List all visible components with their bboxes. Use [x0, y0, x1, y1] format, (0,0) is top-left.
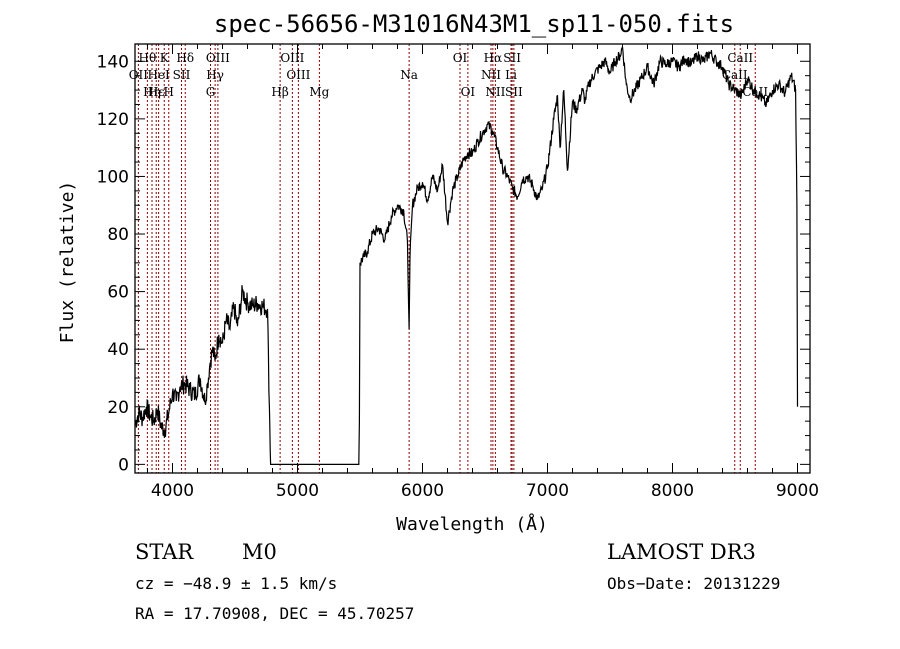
line-label-0: Hθ: [139, 51, 157, 65]
x-tick-label: 6000: [401, 481, 444, 501]
y-tick-label: 140: [97, 52, 129, 72]
line-label-2: Hδ: [176, 51, 194, 65]
y-tick-label: 20: [107, 398, 129, 418]
x-axis-ticks: 4000 5000 6000 7000 8000 9000: [147, 44, 819, 501]
line-label-9: OII: [129, 68, 149, 82]
line-label-13: OIII: [286, 68, 310, 82]
plot-frame: [134, 43, 811, 474]
line-label-23: Mg: [309, 85, 329, 99]
x-tick-label: 9000: [776, 481, 819, 501]
object-class: STAR: [135, 540, 194, 564]
x-tick-label: 8000: [651, 481, 694, 501]
line-label-11: SII: [173, 68, 191, 82]
line-label-15: NII: [481, 68, 501, 82]
observation-date: Obs−Date: 20131229: [607, 574, 781, 593]
flux-series-line: [134, 46, 799, 465]
y-tick-label: 100: [97, 167, 129, 187]
line-label-16: Li: [505, 68, 517, 82]
y-tick-label: 40: [107, 340, 129, 360]
x-axis-label: Wavelength (Å): [396, 513, 548, 535]
x-tick-label: 7000: [526, 481, 569, 501]
y-tick-label: 80: [107, 225, 129, 245]
y-tick-label: 120: [97, 110, 129, 130]
line-label-12: Hγ: [206, 68, 224, 82]
x-tick-label: 5000: [276, 481, 319, 501]
line-label-6: Hα: [484, 51, 503, 65]
object-subclass: M0: [242, 540, 277, 564]
survey-name: LAMOST DR3: [607, 540, 756, 564]
redshift-velocity: cz = −48.9 ± 1.5 km/s: [135, 574, 338, 593]
y-tick-label: 60: [107, 283, 129, 303]
sky-coordinates: RA = 17.70908, DEC = 45.70257: [135, 604, 415, 623]
line-label-21: G: [206, 85, 216, 99]
y-axis-ticks: 0 20 40 60 80 100 120 140: [97, 52, 810, 475]
line-label-25: NII: [485, 85, 505, 99]
line-label-24: OI: [461, 85, 476, 99]
line-label-20: H: [164, 85, 174, 99]
line-label-26: SII: [505, 85, 523, 99]
line-label-7: SII: [503, 51, 521, 65]
chart-title: spec-56656-M31016N43M1_sp11-050.fits: [214, 10, 734, 38]
y-tick-label: 0: [118, 455, 129, 475]
y-axis-label: Flux (relative): [57, 181, 78, 344]
line-label-10: HeI: [147, 68, 170, 82]
line-label-19: Hη: [143, 85, 161, 99]
line-label-5: OI: [453, 51, 468, 65]
line-label-1: K: [160, 51, 170, 65]
line-label-22: Hβ: [271, 85, 288, 99]
line-label-4: OIII: [280, 51, 304, 65]
spectral-line-markers: [137, 44, 756, 473]
line-label-3: OIII: [206, 51, 230, 65]
line-label-8: CaII: [727, 51, 753, 65]
line-label-14: Na: [400, 68, 418, 82]
x-tick-label: 4000: [151, 481, 194, 501]
line-label-18: Hε: [148, 85, 165, 99]
